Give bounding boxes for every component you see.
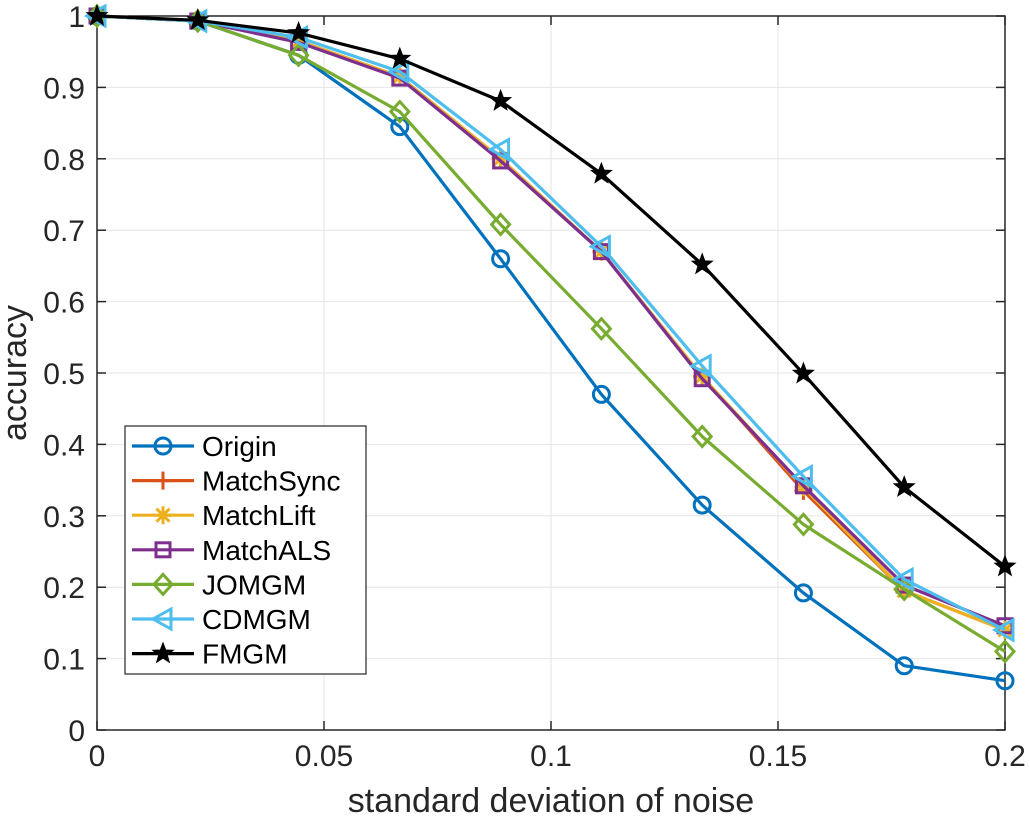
data-point <box>489 212 512 237</box>
data-point <box>591 384 611 404</box>
legend-marker <box>151 572 175 597</box>
legend-label: Origin <box>202 431 277 462</box>
data-point <box>287 20 311 43</box>
y-tick-label: 0.8 <box>43 144 85 177</box>
data-point <box>287 43 310 68</box>
series-line <box>96 14 1006 632</box>
data-point <box>692 495 712 515</box>
legend-label: FMGM <box>202 639 288 670</box>
y-tick-label: 0.2 <box>43 572 85 605</box>
data-point <box>790 463 813 490</box>
data-point <box>993 639 1017 664</box>
data-point <box>894 656 914 676</box>
data-point <box>691 424 714 449</box>
y-tick-label: 0.7 <box>43 215 85 248</box>
legend-label: MatchALS <box>202 535 331 566</box>
x-axis-label: standard deviation of noise <box>348 782 754 817</box>
y-tick-label: 0.6 <box>43 287 85 320</box>
series-line <box>96 14 1006 628</box>
legend-label: CDMGM <box>202 604 311 635</box>
y-tick-label: 0 <box>68 715 85 748</box>
data-point <box>588 234 611 260</box>
y-tick-label: 0.9 <box>43 72 85 105</box>
legend-entry: MatchLift <box>132 500 316 531</box>
data-point <box>791 361 815 384</box>
data-point <box>590 316 613 341</box>
data-point <box>487 136 511 163</box>
legend-label: MatchLift <box>202 500 316 531</box>
data-point <box>388 46 412 69</box>
data-point <box>793 583 813 603</box>
legend-entry: Origin <box>132 431 277 462</box>
legend-entry: FMGM <box>132 639 288 670</box>
legend-marker <box>154 541 172 559</box>
data-point <box>689 353 712 379</box>
legend-entry: MatchALS <box>132 535 331 566</box>
x-tick-label: 0 <box>89 740 106 773</box>
x-tick-label: 0.15 <box>749 740 807 773</box>
x-axis: 0 0.05 0.1 0.15 0.2 <box>89 16 1026 773</box>
y-tick-label: 0.3 <box>43 501 85 534</box>
y-tick-label: 1 <box>68 1 85 34</box>
data-point <box>589 161 613 184</box>
legend-marker <box>151 641 175 664</box>
legend-label: MatchSync <box>202 466 341 497</box>
data-point <box>388 99 411 124</box>
data-point <box>690 252 714 275</box>
legend-marker <box>149 606 173 632</box>
data-point <box>85 3 109 26</box>
data-point <box>792 512 815 537</box>
series-line <box>96 14 1006 653</box>
legend-entry: CDMGM <box>132 604 311 635</box>
data-point <box>891 566 914 592</box>
data-point <box>893 577 916 602</box>
x-tick-label: 0.2 <box>984 740 1026 773</box>
data-point <box>995 671 1015 691</box>
legend-entry: JOMGM <box>132 569 306 600</box>
legend-marker <box>153 436 173 456</box>
data-point <box>186 8 210 31</box>
y-tick-label: 0.5 <box>43 358 85 391</box>
y-tick-label: 0.1 <box>43 644 85 677</box>
data-point <box>390 117 410 137</box>
y-axis: 0 0.1 0.2 0.3 0.4 0.5 0.6 0.7 0.8 0.9 1 <box>43 1 1005 748</box>
data-point <box>993 554 1017 577</box>
x-tick-label: 0.1 <box>530 740 572 773</box>
data-point <box>489 88 513 111</box>
y-tick-label: 0.4 <box>43 429 85 462</box>
series-layer <box>83 3 1017 691</box>
data-point <box>892 475 916 498</box>
legend-marker <box>154 471 172 490</box>
y-axis-label: accuracy <box>0 305 34 441</box>
legend-marker <box>154 506 172 525</box>
data-point <box>991 617 1015 643</box>
legend-label: JOMGM <box>202 569 306 600</box>
series-line <box>96 14 1006 568</box>
data-point <box>491 249 511 269</box>
data-point <box>386 59 410 85</box>
x-tick-label: 0.05 <box>295 740 353 773</box>
legend-entry: MatchSync <box>132 466 341 497</box>
series-fmgm <box>85 3 1017 577</box>
